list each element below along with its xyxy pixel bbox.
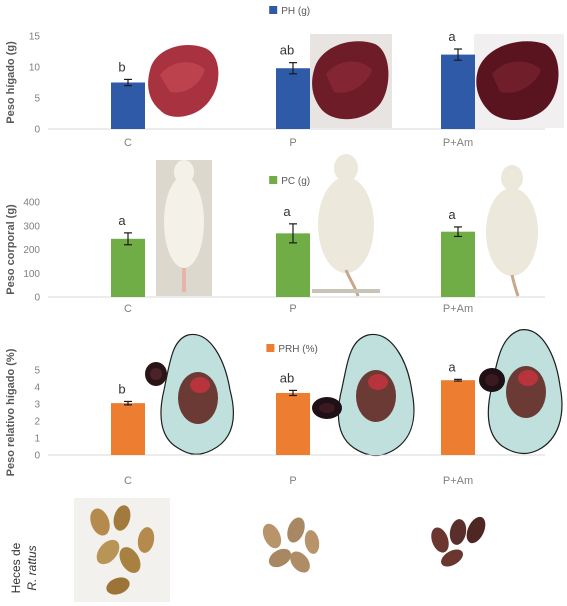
chart-panel-1: PH (g) Peso hígado (g) 0 5 10 15 b Cab Pa P+Am: [5, 6, 545, 149]
legend-label: PC (g): [281, 176, 310, 187]
category-label: P+Am: [443, 475, 473, 487]
category-label: C: [124, 303, 132, 315]
error-bar: [289, 62, 297, 75]
legend-label: PH (g): [281, 6, 310, 17]
y-tick-label: 100: [23, 269, 40, 280]
bar-p: [276, 68, 310, 129]
y-tick-label: 300: [23, 221, 40, 232]
dissection-photo-p: [312, 333, 415, 457]
significance-letter: b: [118, 381, 125, 396]
y-tick-label: 5: [34, 366, 40, 377]
dissection-photo-pam: [479, 329, 563, 455]
y-axis-label: Peso hígado (g): [5, 41, 17, 124]
error-bar: [454, 48, 462, 61]
significance-letter: a: [448, 359, 456, 374]
y-tick-label: 200: [23, 245, 40, 256]
y-tick-label: 10: [29, 63, 41, 74]
y-tick-label: 15: [29, 32, 41, 43]
category-label: P+Am: [443, 137, 473, 149]
bar-c: [111, 82, 145, 129]
significance-letter: ab: [280, 370, 294, 385]
legend-label: PRH (%): [278, 344, 317, 355]
bar-pplusam: [441, 231, 475, 297]
rat-photo-c: [156, 160, 212, 296]
legend: PRH (%): [266, 344, 318, 355]
significance-letter: a: [118, 213, 126, 228]
y-tick-label: 1: [34, 434, 40, 445]
error-bar: [124, 400, 132, 406]
bar-pplusam: [441, 54, 475, 129]
y-tick-label: 400: [23, 198, 40, 209]
liver-photo-c: [142, 40, 222, 128]
error-bar: [454, 226, 462, 238]
feces-photo-p: [262, 517, 320, 573]
legend-swatch: [269, 6, 278, 14]
legend-swatch: [269, 176, 278, 184]
significance-letter: ab: [280, 43, 294, 58]
legend: PH (g): [269, 6, 310, 17]
y-tick-label: 0: [34, 451, 40, 462]
error-bar: [454, 378, 462, 382]
y-tick-label: 3: [34, 400, 40, 411]
category-label: C: [124, 475, 132, 487]
feces-photo-pam: [431, 516, 486, 567]
y-tick-label: 5: [34, 94, 40, 105]
bar-c: [111, 238, 145, 297]
bar-pplusam: [441, 380, 475, 455]
bar-c: [111, 403, 145, 455]
rat-photo-pam: [486, 165, 538, 297]
error-bar: [124, 78, 132, 87]
liver-photo-pam: [474, 34, 564, 128]
feces-photo-c: [74, 498, 170, 602]
significance-letter: a: [448, 29, 456, 44]
feces-label-line1: Heces de: [9, 542, 23, 593]
dissection-photo-c: [145, 333, 234, 455]
category-label: P: [289, 303, 296, 315]
chart-panel-3: PRH (%) Peso relativo hígado (%) 0 1 2 3 4 5 b Ca…: [5, 344, 545, 487]
category-label: P+Am: [443, 303, 473, 315]
significance-letter: a: [448, 207, 456, 222]
legend-swatch: [266, 344, 275, 352]
rat-photo-p: [312, 154, 380, 297]
category-label: P: [289, 137, 296, 149]
y-tick-label: 0: [34, 125, 40, 136]
y-axis-label: Peso corporal (g): [5, 204, 17, 295]
liver-photo-p: [310, 34, 392, 128]
charts: PH (g)Peso hígado (g)051015bCabPaP+AmPC …: [5, 6, 545, 487]
y-tick-label: 2: [34, 417, 40, 428]
y-tick-label: 0: [34, 293, 40, 304]
chart-panel-2: PC (g) Peso corporal (g) 0 100 200 300 400 a Ca P…: [5, 176, 545, 315]
error-bar: [124, 232, 132, 246]
y-axis-label: Peso relativo hígado (%): [5, 348, 17, 476]
category-label: C: [124, 137, 132, 149]
legend: PC (g): [269, 176, 310, 187]
y-tick-label: 4: [34, 383, 40, 394]
feces-label-line2: R. rattus: [25, 545, 39, 590]
error-bar: [289, 223, 297, 244]
category-label: P: [289, 475, 296, 487]
bar-p: [276, 392, 310, 455]
significance-letter: a: [283, 204, 291, 219]
error-bar: [289, 389, 297, 397]
feces-label: Heces de R. rattus: [9, 542, 39, 593]
significance-letter: b: [118, 59, 125, 74]
bar-p: [276, 233, 310, 297]
